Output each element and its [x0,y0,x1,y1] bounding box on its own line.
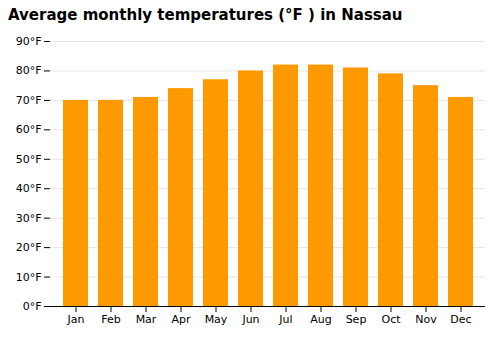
svg-text:40°F: 40°F [16,182,42,195]
svg-text:Mar: Mar [136,313,157,326]
svg-text:10°F: 10°F [16,271,42,284]
svg-text:Dec: Dec [450,313,471,326]
svg-text:Sep: Sep [346,313,367,326]
svg-text:Jul: Jul [278,313,292,326]
svg-text:50°F: 50°F [16,153,42,166]
svg-text:20°F: 20°F [16,241,42,254]
svg-text:70°F: 70°F [16,94,42,107]
svg-text:Nov: Nov [415,313,437,326]
svg-text:90°F: 90°F [16,35,42,48]
svg-text:60°F: 60°F [16,123,42,136]
svg-text:80°F: 80°F [16,64,42,77]
svg-text:30°F: 30°F [16,212,42,225]
html-text:Average monthly temperatures (: Average monthly temperatures (°F ) in Na… [8,6,403,24]
svg-text:0°F: 0°F [23,300,42,313]
svg-text:Jan: Jan [67,313,85,326]
svg-text:May: May [205,313,228,326]
svg-text:Aug: Aug [310,313,331,326]
svg-text:Apr: Apr [171,313,191,326]
svg-text:Oct: Oct [381,313,401,326]
svg-text:Jun: Jun [241,313,259,326]
svg-text:Feb: Feb [101,313,120,326]
